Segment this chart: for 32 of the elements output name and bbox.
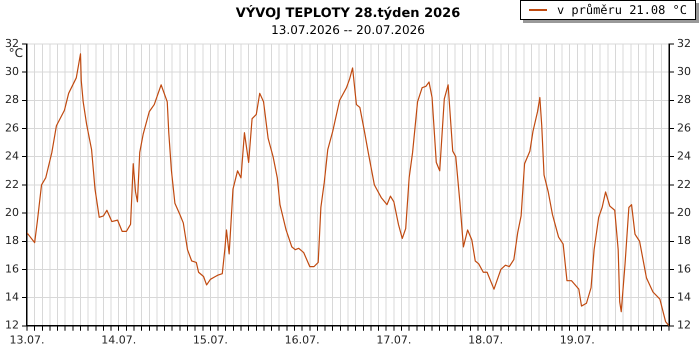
x-tick-label: 14.07. xyxy=(101,333,136,346)
y-tick-label: 24 xyxy=(4,150,19,163)
y-tick-label: 30 xyxy=(4,65,19,78)
y2-tick-label: 28 xyxy=(677,93,692,106)
y2-tick-label: 26 xyxy=(677,121,692,134)
chart-subtitle: 13.07.2026 -- 20.07.2026 xyxy=(271,22,425,37)
x-tick-label: 16.07. xyxy=(284,333,320,346)
y2-tick-label: 32 xyxy=(677,36,692,50)
chart-title: VÝVOJ TEPLOTY 28.týden 2026 xyxy=(236,4,460,22)
y2-tick-label: 22 xyxy=(677,178,692,191)
x-tick-label: 19.07. xyxy=(560,333,595,346)
y-axis-title: °C xyxy=(8,46,23,60)
y2-tick-label: 16 xyxy=(677,262,692,276)
y2-tick-label: 14 xyxy=(677,290,692,304)
y-tick-label: 26 xyxy=(4,121,19,134)
y2-tick-label: 12 xyxy=(677,318,692,332)
y-tick-label: 12 xyxy=(4,318,19,332)
y2-tick-label: 18 xyxy=(677,234,692,248)
y-tick-label: 20 xyxy=(4,206,19,219)
y-tick-label: 16 xyxy=(4,262,19,276)
y-tick-label: 14 xyxy=(4,290,19,304)
x-tick-label: 17.07. xyxy=(376,333,412,346)
y-tick-label: 18 xyxy=(4,234,19,248)
y-tick-label: 22 xyxy=(4,178,19,191)
x-tick-label: 13.07. xyxy=(9,333,44,346)
y-tick-label: 28 xyxy=(4,93,19,106)
x-tick-label: 15.07. xyxy=(192,333,228,346)
y2-tick-label: 30 xyxy=(677,65,692,78)
x-tick-label: 18.07. xyxy=(468,333,504,346)
y2-tick-label: 20 xyxy=(677,206,692,219)
legend-label: v průměru 21.08 °C xyxy=(556,3,687,17)
y2-tick-label: 24 xyxy=(677,150,692,163)
